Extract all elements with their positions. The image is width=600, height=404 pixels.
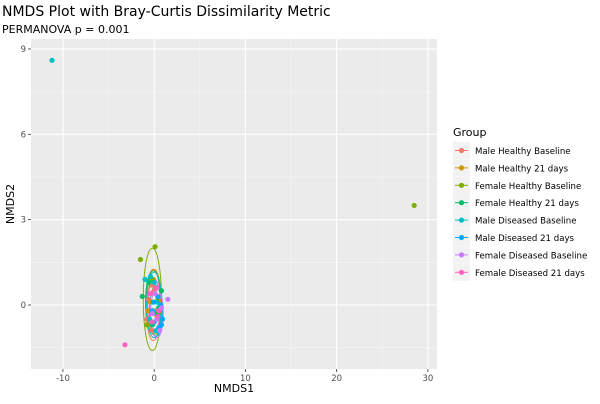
y-axis-ticks: 0 3 6 9	[21, 45, 31, 311]
legend-key-point	[458, 182, 465, 188]
x-axis-ticks: -10 0 10 20 30	[56, 369, 433, 384]
y-tick-label: 3	[21, 216, 26, 226]
data-point	[149, 310, 155, 317]
legend-key-point	[458, 252, 465, 258]
data-point	[145, 308, 151, 314]
legend-label: Female Healthy Baseline	[475, 182, 581, 192]
data-point	[156, 308, 162, 314]
data-point	[149, 319, 155, 325]
y-tick-label: 9	[21, 45, 26, 55]
x-axis-label: NMDS1	[214, 382, 254, 395]
data-point	[49, 57, 55, 63]
legend-key-point	[458, 165, 465, 171]
data-points	[49, 57, 417, 348]
legend-label: Male Healthy 21 days	[475, 164, 569, 174]
data-point	[137, 256, 144, 263]
x-tick-label: 0	[151, 374, 156, 384]
legend-label: Female Diseased Baseline	[475, 251, 587, 261]
data-point	[165, 296, 171, 302]
legend-key-point	[458, 200, 465, 206]
legend-title: Group	[453, 126, 487, 139]
x-tick-label: -10	[56, 374, 70, 384]
legend-key-point	[458, 147, 465, 154]
legend-label: Male Diseased Baseline	[475, 217, 577, 227]
x-tick-label: 10	[240, 374, 251, 384]
data-point	[155, 313, 161, 319]
legend-label: Male Healthy Baseline	[475, 147, 571, 157]
legend-key-point	[458, 234, 465, 241]
y-axis-label: NMDS2	[4, 184, 17, 224]
data-point	[151, 279, 157, 285]
data-point	[154, 299, 160, 305]
data-point	[142, 276, 148, 282]
data-point	[144, 322, 150, 328]
legend-key-point	[458, 269, 465, 275]
legend-label: Female Diseased 21 days	[475, 269, 585, 279]
data-point	[152, 291, 158, 297]
legend: Male Healthy Baseline Male Healthy 21 day…	[453, 142, 587, 281]
data-point	[153, 285, 159, 291]
data-point	[139, 293, 145, 300]
data-point	[147, 291, 154, 297]
data-point	[411, 202, 417, 209]
chart-subtitle: PERMANOVA p = 0.001	[2, 23, 129, 36]
data-point	[147, 273, 154, 280]
x-tick-label: 20	[331, 374, 342, 384]
data-point	[158, 288, 165, 294]
grid-lines	[31, 39, 437, 369]
data-point	[157, 327, 163, 334]
data-point	[122, 342, 128, 348]
data-point	[159, 316, 165, 322]
legend-label: Male Diseased 21 days	[475, 234, 575, 244]
chart-title: NMDS Plot with Bray-Curtis Dissimilarity…	[2, 4, 331, 20]
plot-panel	[31, 39, 437, 369]
data-point	[152, 244, 158, 250]
legend-label: Female Healthy 21 days	[475, 199, 579, 209]
x-tick-label: 30	[422, 374, 433, 384]
data-point	[146, 279, 152, 285]
y-tick-label: 0	[21, 301, 26, 311]
data-point	[150, 299, 156, 305]
legend-key-point	[458, 217, 465, 223]
y-tick-label: 6	[21, 130, 26, 140]
data-point	[149, 327, 155, 334]
